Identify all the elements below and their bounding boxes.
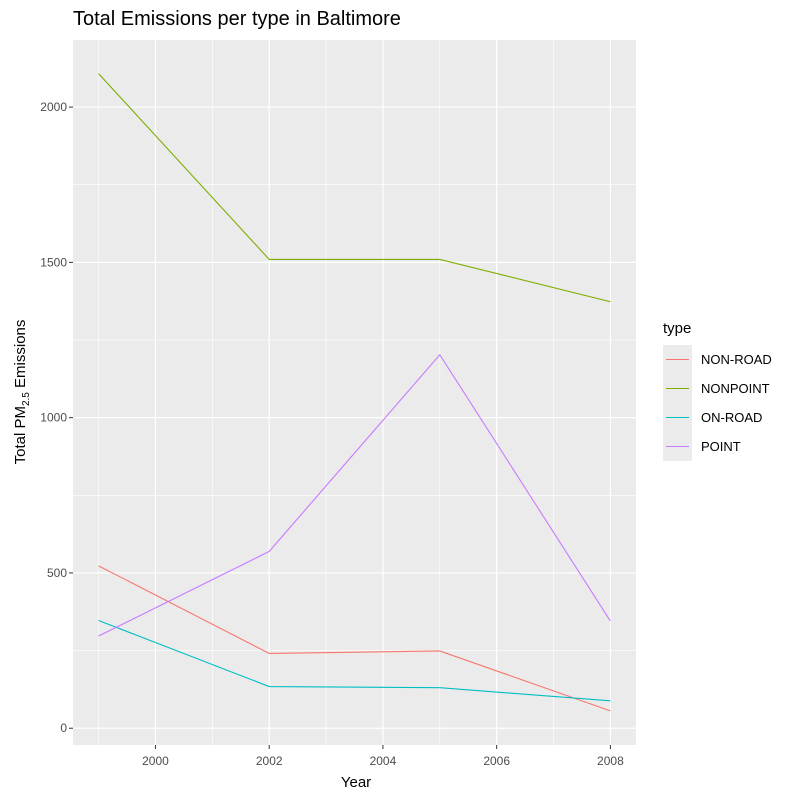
x-tick-label: 2006 [483, 754, 510, 768]
legend-key-line [666, 446, 689, 447]
minor-gridlines [73, 40, 636, 745]
legend-key [663, 432, 692, 461]
y-tick-label: 0 [60, 721, 67, 735]
series-lines [98, 73, 611, 712]
y-axis-title-main: Total PM [12, 406, 29, 464]
legend-label: POINT [701, 439, 741, 454]
legend-label: ON-ROAD [701, 410, 763, 425]
x-axis-title: Year [341, 774, 371, 791]
legend-key [663, 345, 692, 374]
x-tick-label: 2002 [256, 754, 283, 768]
y-tick-label: 1500 [40, 255, 67, 269]
series-line-point [98, 353, 611, 637]
y-tick-label: 1000 [40, 411, 67, 425]
legend-items: NON-ROAD NONPOINT ON-ROAD POINT [663, 345, 772, 461]
x-tick-label: 2000 [142, 754, 169, 768]
y-tick-label: 500 [47, 566, 67, 580]
legend-key-line [666, 388, 689, 389]
legend-item-nonpoint: NONPOINT [663, 374, 772, 403]
x-tick-label: 2004 [370, 754, 397, 768]
legend: type NON-ROAD NONPOINT ON-ROAD POINT [663, 320, 772, 461]
x-axis: 2000 2002 2004 2006 2008 [142, 745, 624, 768]
legend-item-on-road: ON-ROAD [663, 403, 772, 432]
legend-key-line [666, 417, 689, 418]
y-axis-title: Total PM2.5 Emissions [12, 320, 32, 465]
series-line-nonpoint [98, 73, 611, 303]
legend-key [663, 374, 692, 403]
series-line-on-road [98, 620, 611, 702]
legend-label: NON-ROAD [701, 352, 772, 367]
y-tick-label: 2000 [40, 100, 67, 114]
legend-title: type [663, 320, 692, 337]
legend-key [663, 403, 692, 432]
series-line-non-road [98, 565, 611, 712]
major-gridlines [73, 40, 636, 745]
plot-panel [73, 40, 636, 745]
y-axis-title-tail: Emissions [12, 320, 29, 393]
chart-title: Total Emissions per type in Baltimore [73, 8, 401, 30]
legend-key-line [666, 359, 689, 360]
legend-item-point: POINT [663, 432, 772, 461]
legend-label: NONPOINT [701, 381, 770, 396]
x-tick-label: 2008 [597, 754, 624, 768]
legend-item-non-road: NON-ROAD [663, 345, 772, 374]
y-axis-title-subscript: 2.5 [21, 392, 32, 406]
y-axis: 0 500 1000 1500 2000 [40, 100, 73, 735]
